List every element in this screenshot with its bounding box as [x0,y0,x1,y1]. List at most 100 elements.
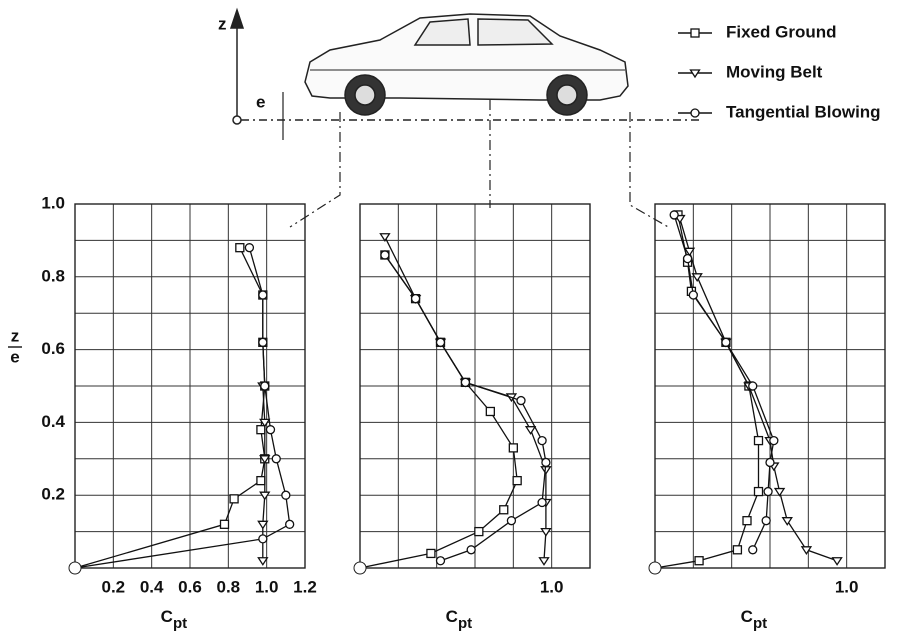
x-tick-label: 0.2 [102,577,126,596]
marker-circle [435,337,446,347]
series-line [654,214,760,569]
marker-circle [285,519,295,529]
marker-circle [258,534,268,544]
marker-square [256,425,266,435]
marker-square [508,443,518,453]
plot-frame [654,203,886,569]
marker-circle [281,490,291,500]
car-body [304,13,629,101]
marker-triangle [257,557,269,566]
x-axis-label-sub: pt [753,615,767,631]
legend-label: Fixed Ground [726,22,837,41]
marker-square [742,516,752,526]
z-label: z [218,14,227,33]
series-line [262,385,266,561]
marker-circle [265,425,276,435]
y-tick-label: 0.4 [41,412,65,431]
marker-square [732,545,743,555]
y-tick-label: 0.8 [41,266,65,285]
marker-circle [435,556,446,566]
series-line [384,254,547,562]
marker-triangle [259,455,271,465]
connector [289,112,341,228]
marker-circle [765,457,775,468]
marker-circle [748,381,758,391]
y-axis-label-num: z [11,326,20,345]
z-arrow [229,7,245,29]
marker-triangle [683,247,696,257]
car-windows [413,18,554,46]
series-line [673,214,775,551]
y-tick-label: 1.0 [41,193,65,212]
x-axis-label: Cpt [446,607,472,631]
marker-circle [258,337,268,347]
legend-label: Moving Belt [726,62,823,81]
marker-square [753,435,764,446]
x-tick-label: 0.6 [178,577,202,596]
marker-circle [260,381,270,391]
marker-square [426,548,436,559]
hub [556,84,578,106]
marker-circle [460,377,471,388]
series-line [679,218,838,562]
connector [629,112,671,229]
marker-triangle [773,487,786,497]
x-axis-label: Cpt [161,607,187,631]
plot-frame [359,203,591,569]
marker-circle [682,253,693,264]
marker-circle [537,435,547,446]
plot-frame [74,203,306,569]
marker-square [499,505,509,515]
marker-square [690,28,700,38]
marker-square [229,494,239,504]
marker-square [219,519,230,529]
x-axis-label-main: C [161,607,173,626]
marker-circle [258,290,268,300]
marker-circle [748,545,758,555]
marker-circle [669,210,679,220]
origin [232,115,242,125]
marker-square [474,526,484,537]
marker-triangle [689,69,701,79]
marker-circle [769,435,779,446]
marker-circle [688,290,698,300]
e-label: e [256,92,265,111]
marker-triangle [691,273,703,283]
marker-square [753,486,764,497]
x-tick-label: 1.0 [835,577,859,596]
series-line [74,247,266,569]
marker-triangle [257,520,269,530]
marker-triangle [538,557,550,566]
marker-triangle [259,418,271,428]
marker-square [694,556,704,566]
marker-circle [380,250,390,260]
marker-circle [506,516,517,526]
marker-circle [721,337,731,347]
marker-triangle [259,491,271,501]
marker-square [235,243,245,253]
x-axis-label-main: C [446,607,458,626]
marker-square [512,475,522,486]
marker-triangle [379,233,391,242]
legend-label: Tangential Blowing [726,102,881,121]
marker-triangle [524,426,537,435]
marker-circle [541,457,551,468]
marker-circle [537,497,547,508]
marker-circle [410,293,421,304]
y-axis-label-den: e [10,347,19,366]
x-axis-label-sub: pt [458,615,472,631]
corner-circle [68,561,82,575]
marker-circle [466,545,476,555]
marker-circle [516,395,526,406]
marker-circle [761,516,771,526]
marker-triangle [781,517,793,526]
car-diagram [229,7,700,229]
x-tick-label: 0.4 [140,577,164,596]
marker-square [485,406,495,417]
y-tick-label: 0.6 [41,339,65,358]
hub [354,84,376,106]
x-tick-label: 1.2 [293,577,317,596]
marker-circle [271,454,281,464]
